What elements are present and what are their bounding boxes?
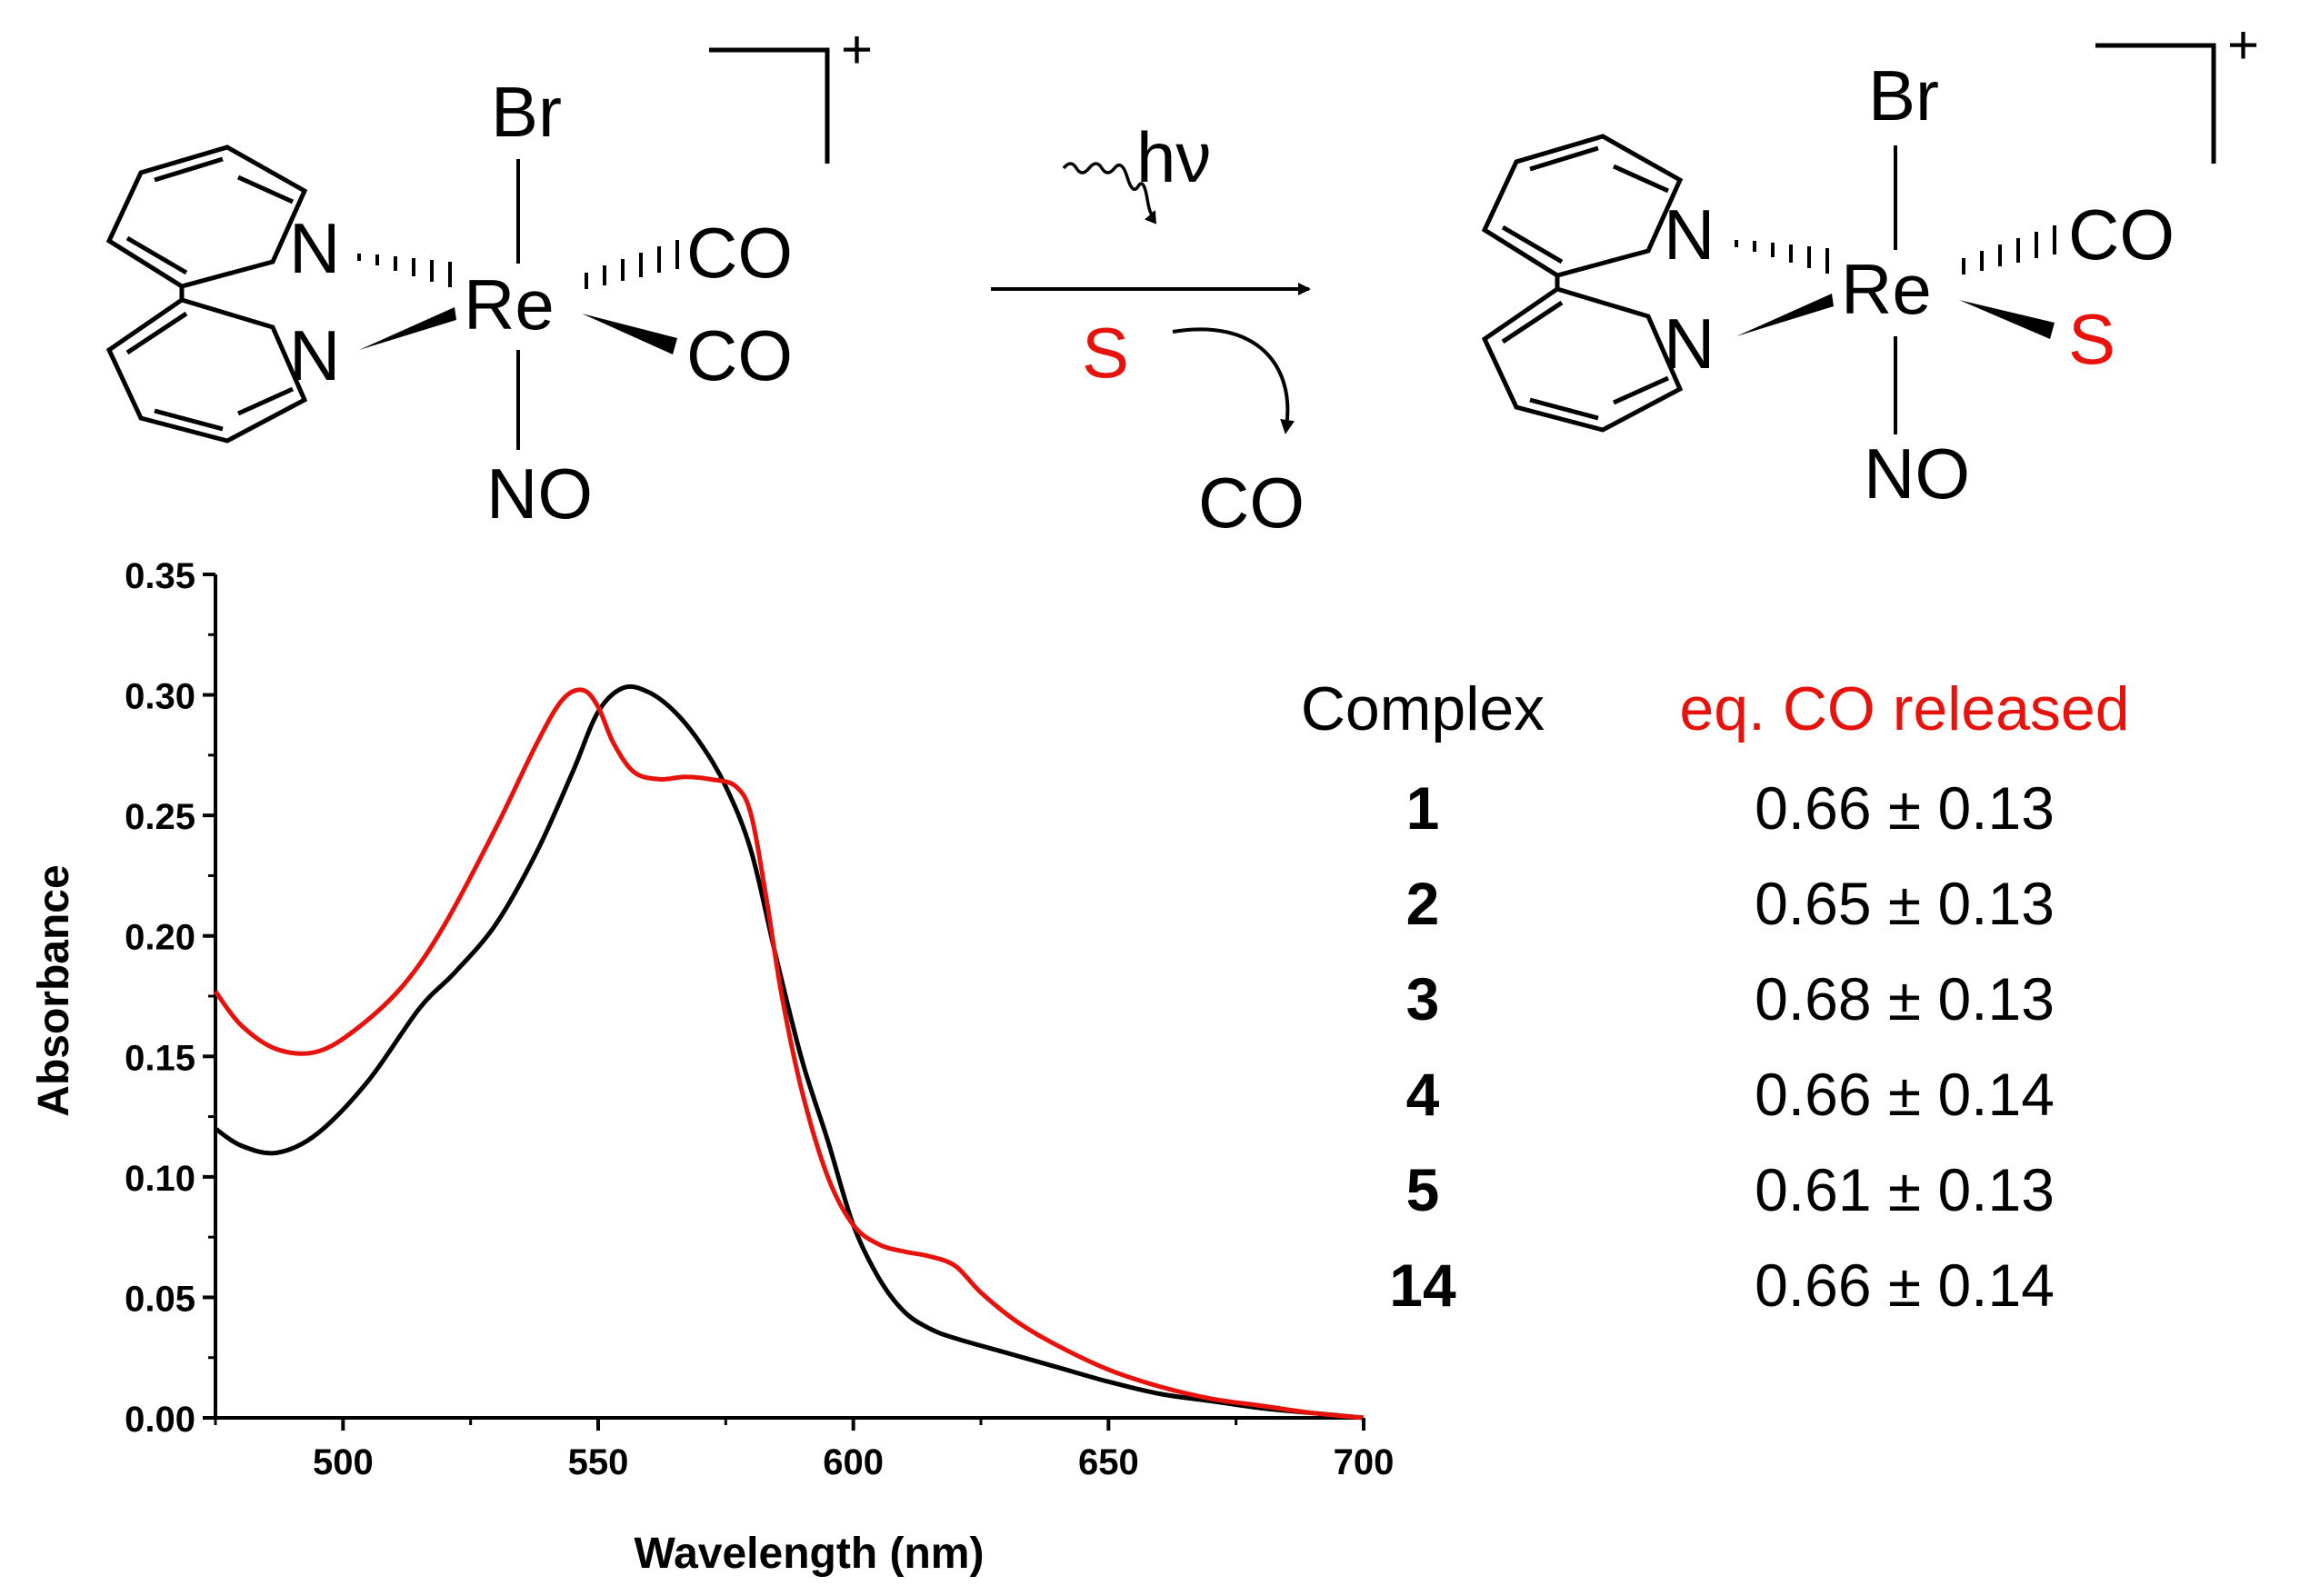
table-complex-cell: 14 [1389,1252,1456,1319]
reactant-wedge-bond-n [359,307,456,350]
reactant-ligand-2: CO [686,315,793,395]
red-spectrum-line [213,687,1365,1421]
y-tick-label: 0.20 [125,918,195,958]
x-tick-label: 550 [568,1442,629,1482]
product-n-upper: N [1664,195,1715,274]
table-complex-cell: 1 [1406,774,1440,842]
table-co-value-cell: 0.65 ± 0.13 [1755,870,2055,937]
table-header-complex: Complex [1301,674,1545,743]
product-ligand-2: S [2068,299,2115,379]
table-header-co: eq. CO released [1679,674,2129,743]
x-axis-label: Wavelength (nm) [635,1530,985,1578]
reagent-label: S [1082,313,1129,393]
reaction-scheme: N N Re Br NO CO CO [105,15,2259,543]
table-rows: 1 0.66 ± 0.13 2 0.65 ± 0.13 3 0.68 ± 0.13 4 0.6… [1389,774,2055,1319]
light-wavy-arrow-icon [1062,162,1157,224]
product-complex: N N Re Br NO CO S + [1481,15,2259,514]
release-curved-arrow-icon [1172,327,1295,434]
released-label: CO [1198,463,1305,543]
y-tick-label: 0.10 [125,1159,195,1199]
reactant-lower-pyridine [105,297,308,444]
product-charge: + [2227,15,2259,75]
x-tick-label: 650 [1078,1442,1139,1482]
product-metal: Re [1841,249,1932,329]
product-lower-pyridine [1481,286,1684,433]
reactant-metal: Re [464,264,555,344]
product-n-lower: N [1664,304,1715,384]
table-complex-cell: 5 [1406,1156,1440,1223]
table-co-value-cell: 0.66 ± 0.14 [1755,1252,2055,1319]
reactant-hashed-bond-co [585,240,679,289]
product-apical-top: Br [1868,55,1939,135]
absorbance-chart: 0.00 0.05 0.10 0.15 0.20 0.25 0.30 0.35 500 550 60… [30,556,1394,1578]
chart-ticks: 0.00 0.05 0.10 0.15 0.20 0.25 0.30 0.35 500 550 60… [125,556,1394,1482]
light-label: hν [1136,117,1211,197]
reactant-upper-pyridine [105,145,308,289]
table-complex-cell: 4 [1406,1061,1440,1128]
y-tick-label: 0.05 [125,1279,195,1319]
reactant-n-lower: N [289,315,340,395]
reactant-complex: N N Re Br NO CO CO [105,19,873,534]
product-ligand-1: CO [2068,195,2175,274]
reactant-apical-bottom: NO [486,454,593,534]
product-wedge-bond-s [1959,300,2055,339]
table-co-value-cell: 0.66 ± 0.13 [1755,774,2055,842]
reaction-arrow-group: hν S CO [991,117,1311,543]
chart-axes [214,574,1364,1420]
table-co-value-cell: 0.66 ± 0.14 [1755,1061,2055,1128]
chart-series [213,683,1365,1421]
y-tick-label: 0.30 [125,677,195,717]
co-release-table: Complex eq. CO released 1 0.66 ± 0.13 2 0.6… [1301,674,2130,1319]
y-tick-label: 0.25 [125,797,195,837]
x-tick-label: 700 [1334,1442,1395,1482]
product-apical-bottom: NO [1864,434,1970,514]
x-tick-label: 500 [313,1442,374,1482]
y-tick-label: 0.35 [125,556,195,596]
table-co-value-cell: 0.61 ± 0.13 [1755,1156,2055,1223]
y-tick-label: 0.00 [125,1400,195,1440]
product-hashed-bond-n [1735,240,1829,274]
table-complex-cell: 2 [1406,870,1440,937]
reactant-charge-bracket [709,47,830,164]
product-charge-bracket [2095,43,2216,164]
black-spectrum-line [214,683,1365,1421]
reactant-n-upper: N [289,208,340,288]
product-wedge-bond-n [1736,294,1834,336]
x-tick-label: 600 [823,1442,884,1482]
product-upper-pyridine [1481,134,1684,278]
y-axis-label: Absorbance [30,864,78,1116]
table-complex-cell: 3 [1406,965,1440,1032]
reactant-ligand-1: CO [686,213,793,293]
product-hashed-bond-co [1962,225,2056,274]
reactant-apical-top: Br [491,72,562,152]
y-tick-label: 0.15 [125,1038,195,1078]
reactant-hashed-bond-n [357,254,452,287]
table-co-value-cell: 0.68 ± 0.13 [1755,965,2055,1032]
reactant-charge: + [841,19,873,80]
reactant-wedge-bond-co [582,314,677,354]
